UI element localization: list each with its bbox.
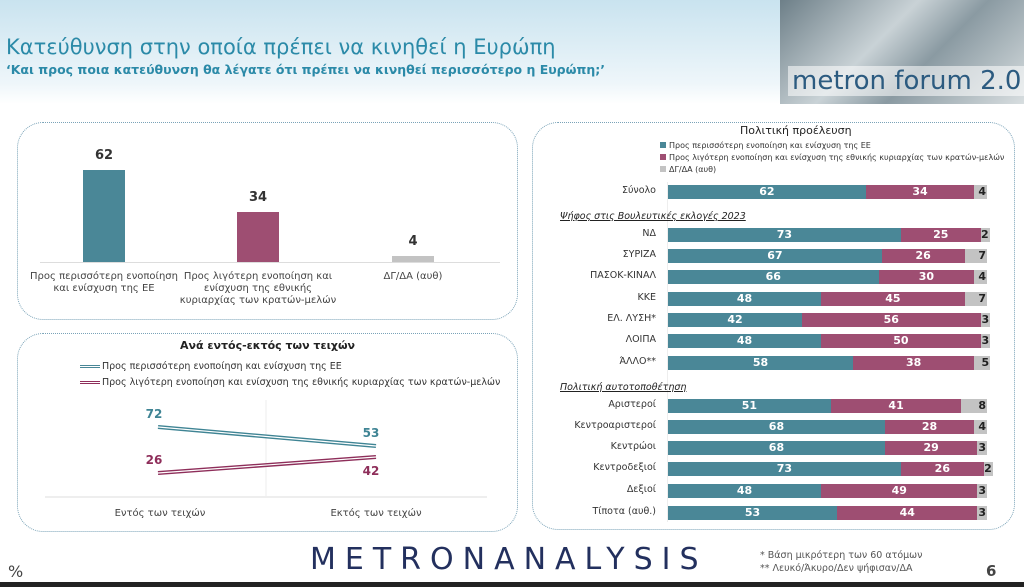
political-legend-1: Προς περισσότερη ενοποίηση και ενίσχυση … [660, 141, 871, 150]
bar-segment: 4 [974, 185, 987, 199]
bar-segment: 26 [881, 249, 965, 263]
bottom-bar [0, 582, 1024, 587]
bar-segment: 4 [974, 420, 987, 434]
bar-segment: 8 [961, 399, 987, 413]
bar-segment: 7 [964, 292, 987, 306]
bar [83, 170, 125, 262]
data-label: 72 [146, 407, 163, 421]
bar-segment: 34 [865, 185, 975, 199]
bar-segment: 66 [668, 270, 879, 284]
bar-segment: 48 [668, 334, 822, 348]
walls-x-label-1: Εντός των τειχών [114, 508, 206, 519]
brand-image: metron forum 2.0 [780, 0, 1024, 104]
row-label: Τίποτα (αυθ.) [592, 506, 656, 517]
bar-segment: 30 [878, 270, 975, 284]
bar-segment: 2 [980, 228, 990, 242]
walls-legend-1: Προς περισσότερη ενοποίηση και ενίσχυση … [80, 361, 342, 372]
page-subtitle: ‘Και προς ποια κατεύθυνση θα λέγατε ότι … [6, 62, 606, 77]
row-label: ΝΔ [642, 228, 656, 239]
bar-category-label: Προς λιγότερη ενοποίηση και ενίσχυση της… [179, 271, 337, 306]
walls-x-label-2: Εκτός των τειχών [330, 508, 422, 519]
political-chart-title: Πολιτική προέλευση [740, 124, 852, 137]
bar [392, 256, 434, 262]
series-line-inner [157, 426, 377, 447]
footnote-1: * Βάση μικρότερη των 60 ατόμων [760, 550, 923, 561]
walls-legend-2: Προς λιγότερη ενοποίηση και ενίσχυση της… [80, 377, 500, 388]
political-legend-3: ΔΓ/ΔΑ (αυθ) [660, 165, 716, 174]
bar-category-label: Προς περισσότερη ενοποίηση και ενίσχυση … [30, 271, 178, 294]
bar-segment: 42 [668, 313, 802, 327]
row-label: ΕΛ. ΛΥΣΗ* [607, 313, 656, 324]
bar-segment: 41 [830, 399, 962, 413]
row-label: ΛΟΙΠΑ [625, 334, 656, 345]
walls-chart-panel [17, 333, 518, 532]
bar-segment: 26 [900, 462, 984, 476]
bar-segment: 38 [853, 356, 975, 370]
bar-segment: 3 [980, 313, 991, 327]
page-title: Κατεύθυνση στην οποία πρέπει να κινηθεί … [6, 35, 556, 59]
footnote-2: ** Λευκό/Άκυρο/Δεν ψήφισαν/ΔΑ [760, 563, 913, 574]
row-label: Κεντροαριστεροί [574, 420, 656, 431]
bar-segment: 28 [884, 420, 975, 434]
section-heading: Ψήφος στις Βουλευτικές εκλογές 2023 [560, 211, 746, 222]
bar [237, 211, 279, 262]
row-label: Δεξιοί [626, 484, 656, 495]
bar-segment: 73 [668, 228, 901, 242]
row-label: Κεντροδεξιοί [593, 462, 656, 473]
bar-value: 4 [408, 234, 418, 250]
bar-segment: 48 [668, 484, 822, 498]
bar-segment: 68 [668, 441, 885, 455]
bar-segment: 56 [801, 313, 981, 327]
bar-segment: 3 [977, 441, 987, 455]
row-label: Αριστεροί [608, 399, 656, 410]
page-number: 6 [986, 562, 997, 580]
bar-segment: 51 [668, 399, 831, 413]
header: Κατεύθυνση στην οποία πρέπει να κινηθεί … [0, 0, 1024, 104]
data-label: 53 [363, 426, 380, 440]
row-label: ΠΑΣΟΚ-ΚΙΝΑΛ [590, 270, 656, 281]
baseline [40, 262, 500, 263]
bar-value: 34 [248, 189, 268, 205]
bar-segment: 5 [974, 356, 991, 370]
section-heading: Πολιτική αυτοτοποθέτηση [560, 382, 687, 393]
bar-segment: 49 [821, 484, 978, 498]
bar-segment: 29 [884, 441, 978, 455]
bar-segment: 44 [837, 506, 978, 520]
row-label: ΆΛΛΟ** [619, 356, 656, 367]
bar-segment: 7 [964, 249, 987, 263]
bar-segment: 62 [668, 185, 866, 199]
axis-line [667, 182, 668, 522]
bar-segment: 3 [977, 484, 987, 498]
bar-segment: 67 [668, 249, 882, 263]
bar-segment: 73 [668, 462, 901, 476]
data-label: 26 [146, 453, 163, 467]
row-label: ΣΥΡΙΖΑ [622, 249, 656, 260]
data-label: 42 [363, 464, 380, 478]
bar-segment: 68 [668, 420, 885, 434]
row-label: ΚΚΕ [637, 292, 656, 303]
row-label: Σύνολο [621, 185, 656, 196]
bar-segment: 58 [668, 356, 854, 370]
metron-analysis-logo: METRONANALYSIS [310, 542, 708, 577]
bar-segment: 45 [821, 292, 965, 306]
series-line-inner [157, 456, 377, 474]
bar-segment: 3 [980, 334, 991, 348]
bar-value: 62 [94, 148, 114, 164]
bar-segment: 53 [668, 506, 838, 520]
bar-segment: 25 [900, 228, 981, 242]
walls-chart-title: Ανά εντός-εκτός των τειχών [179, 339, 356, 352]
bar-segment: 2 [983, 462, 993, 476]
bar-segment: 50 [821, 334, 981, 348]
bar-segment: 48 [668, 292, 822, 306]
unit-label: % [8, 562, 24, 581]
political-legend-2: Προς λιγότερη ενοποίηση και ενίσχυση της… [660, 153, 1004, 162]
bar-segment: 3 [977, 506, 987, 520]
bar-category-label: ΔΓ/ΔΑ (αυθ) [383, 271, 443, 282]
bar-segment: 4 [974, 270, 987, 284]
row-label: Κεντρώοι [610, 441, 656, 452]
brand-logo: metron forum 2.0 [788, 66, 1024, 96]
